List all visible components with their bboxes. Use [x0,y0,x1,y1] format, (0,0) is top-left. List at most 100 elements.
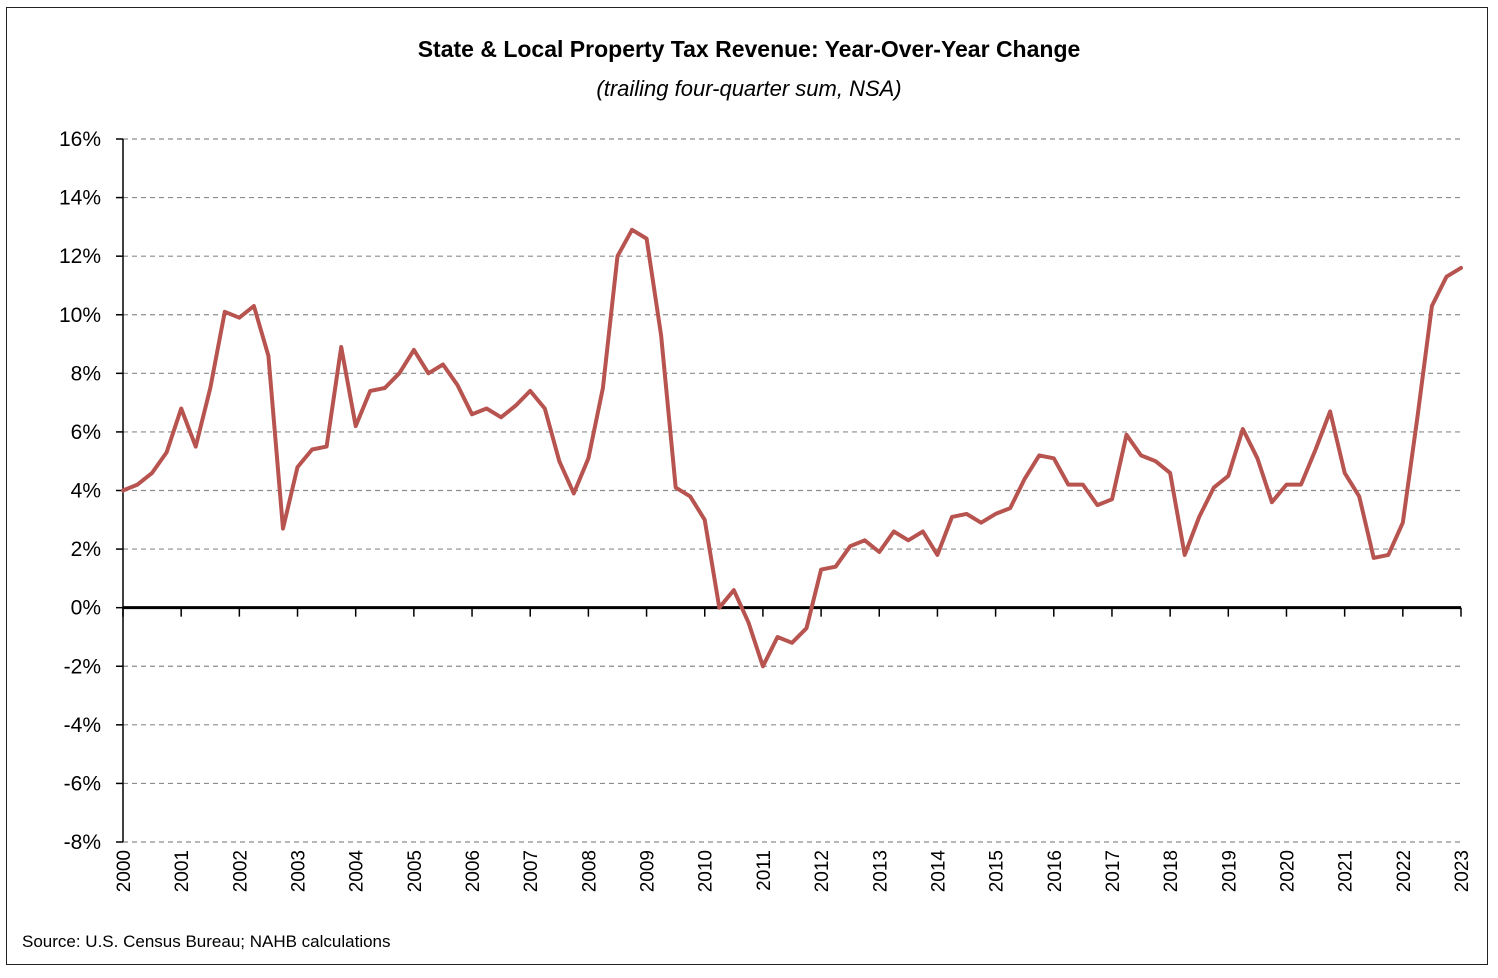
data-point [732,588,736,592]
y-tick-label: -6% [64,772,101,795]
data-point [1270,500,1274,504]
data-point [1183,553,1187,557]
data-point [514,404,518,408]
y-tick-label: 10% [59,304,101,327]
data-point [1401,521,1405,525]
data-point [383,386,387,390]
x-tick-label: 2013 [870,850,891,892]
x-tick-label: 2019 [1219,850,1240,892]
data-point [499,415,503,419]
chart-source-note: Source: U.S. Census Bureau; NAHB calcula… [22,932,391,951]
data-point [426,371,430,375]
data-point [1008,506,1012,510]
data-point [1168,471,1172,475]
x-tick-label: 2009 [638,850,659,892]
data-point [586,456,590,460]
data-point [456,383,460,387]
data-point [1314,448,1318,452]
data-point [223,310,227,314]
data-point [1343,471,1347,475]
x-tick-label: 2005 [405,850,426,892]
x-tick-label: 2021 [1336,850,1357,892]
data-point [834,565,838,569]
x-tick-label: 2004 [347,850,368,893]
x-tick-label: 2012 [812,850,833,892]
data-point [848,544,852,548]
data-point [150,471,154,475]
data-point [441,363,445,367]
data-point [1445,275,1449,279]
data-point [296,465,300,469]
data-point [979,521,983,525]
y-tick-label: -8% [64,831,101,854]
data-point [1110,497,1114,501]
gridlines [123,138,1461,843]
data-point [412,348,416,352]
x-tick-label: 2001 [172,850,193,892]
data-point [776,635,780,639]
data-point [1212,486,1216,490]
data-point [1081,483,1085,487]
data-point [790,641,794,645]
x-tick-label: 2022 [1394,850,1415,892]
data-point [1241,427,1245,431]
data-point [616,254,620,258]
data-point [863,538,867,542]
data-point [543,407,547,411]
y-tick-label: 2% [71,538,101,561]
data-point [572,491,576,495]
data-point [1415,415,1419,419]
y-tick-label: 8% [71,362,101,385]
series-layer [121,227,1463,669]
y-tick-label: 16% [59,128,101,151]
data-point [717,606,721,610]
data-point [630,228,634,232]
data-point [994,512,998,516]
x-tick-label: 2008 [579,850,600,892]
data-point [1197,515,1201,519]
x-tick-label: 2016 [1045,850,1066,892]
data-point [266,354,270,358]
x-tick-label: 2006 [463,850,484,892]
data-point [281,527,285,531]
x-tick-label: 2011 [754,850,775,891]
data-point [1430,304,1434,308]
data-point [746,620,750,624]
series-line-property-tax-yoy [121,227,1463,669]
x-tick-label: 2010 [696,850,717,892]
y-tick-label: -4% [64,714,101,737]
data-point [368,389,372,393]
y-tick-label: 12% [59,245,101,268]
chart-subtitle: (trailing four-quarter sum, NSA) [596,76,902,101]
data-point [237,316,241,320]
data-point [354,424,358,428]
data-point [1299,483,1303,487]
data-point [906,538,910,542]
y-tick-label: -2% [64,655,101,678]
data-point [1372,556,1376,560]
data-point [1066,483,1070,487]
data-point [165,450,169,454]
chart-title: State & Local Property Tax Revenue: Year… [417,36,1081,62]
x-tick-label: 2023 [1452,850,1473,892]
data-point [805,626,809,630]
x-tick-label: 2014 [928,850,949,893]
data-point [877,550,881,554]
x-tick-label: 2020 [1277,850,1298,892]
data-point [892,530,896,534]
data-point [1357,494,1361,498]
x-tick-label: 2000 [114,850,135,892]
data-point [1037,453,1041,457]
x-axis-tick-labels: 2000 2001 2002 2003 2004 2005 2006 2007 2008 2009… [114,850,1473,893]
data-point [208,386,212,390]
data-point [252,304,256,308]
data-point [397,371,401,375]
x-tick-label: 2002 [230,850,251,892]
data-point [179,407,183,411]
y-tick-label: 14% [59,187,101,210]
data-point [645,237,649,241]
x-tick-label: 2017 [1103,850,1124,892]
data-point [485,407,489,411]
data-point [1125,433,1129,437]
data-point [674,486,678,490]
